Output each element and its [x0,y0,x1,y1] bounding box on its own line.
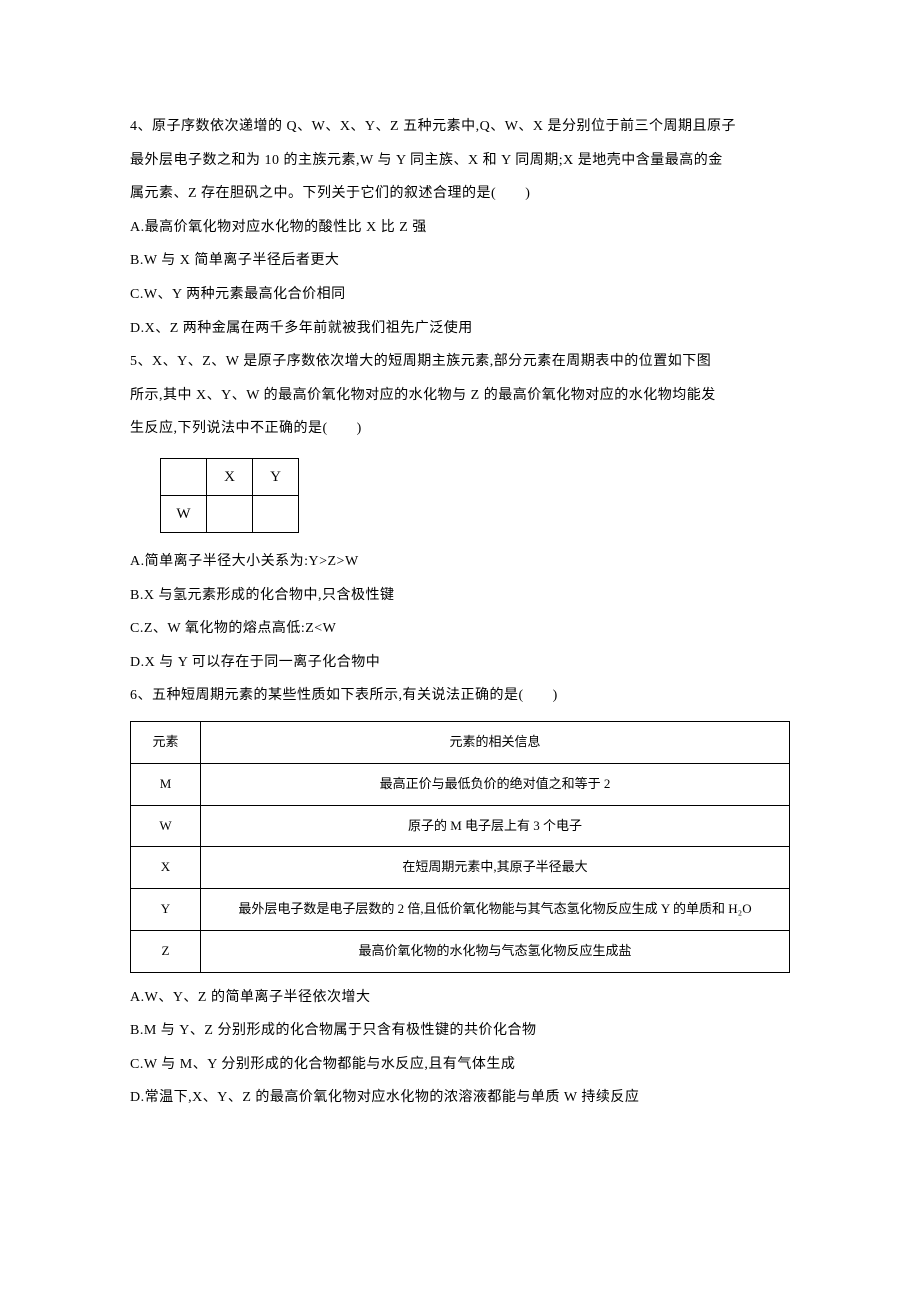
q6-option-a: A.W、Y、Z 的简单离子半径依次增大 [130,981,790,1015]
q5-option-d: D.X 与 Y 可以存在于同一离子化合物中 [130,646,790,680]
q6-header-c1: 元素 [131,721,201,763]
q4-line1: 4、原子序数依次递增的 Q、W、X、Y、Z 五种元素中,Q、W、X 是分别位于前… [130,110,790,144]
q5-option-a: A.简单离子半径大小关系为:Y>Z>W [130,545,790,579]
q5-cell-r2c1: W [161,495,207,532]
q6-properties-table: 元素 元素的相关信息 M 最高正价与最低负价的绝对值之和等于 2 W 原子的 M… [130,721,790,973]
q6-row3-c1: Y [131,889,201,931]
q4-option-c: C.W、Y 两种元素最高化合价相同 [130,278,790,312]
q4-option-d: D.X、Z 两种金属在两千多年前就被我们祖先广泛使用 [130,312,790,346]
q6-option-b: B.M 与 Y、Z 分别形成的化合物属于只含有极性键的共价化合物 [130,1014,790,1048]
q5-line1: 5、X、Y、Z、W 是原子序数依次增大的短周期主族元素,部分元素在周期表中的位置… [130,345,790,379]
q5-cell-r2c3 [253,495,299,532]
q5-cell-r2c2 [207,495,253,532]
q5-line2: 所示,其中 X、Y、W 的最高价氧化物对应的水化物与 Z 的最高价氧化物对应的水… [130,379,790,413]
q6-stem: 6、五种短周期元素的某些性质如下表所示,有关说法正确的是( ) [130,679,790,713]
q6-row1-c2: 原子的 M 电子层上有 3 个电子 [201,805,790,847]
q6-header-c2: 元素的相关信息 [201,721,790,763]
q5-option-c: C.Z、W 氧化物的熔点高低:Z<W [130,612,790,646]
q4-option-a: A.最高价氧化物对应水化物的酸性比 X 比 Z 强 [130,211,790,245]
q4-line2: 最外层电子数之和为 10 的主族元素,W 与 Y 同主族、X 和 Y 同周期;X… [130,144,790,178]
q4-option-b: B.W 与 X 简单离子半径后者更大 [130,244,790,278]
q4-line3: 属元素、Z 存在胆矾之中。下列关于它们的叙述合理的是( ) [130,177,790,211]
q5-cell-r1c2: X [207,458,253,495]
q6-row2-c2: 在短周期元素中,其原子半径最大 [201,847,790,889]
q6-row0-c1: M [131,763,201,805]
q6-row4-c2: 最高价氧化物的水化物与气态氢化物反应生成盐 [201,930,790,972]
q6-option-c: C.W 与 M、Y 分别形成的化合物都能与水反应,且有气体生成 [130,1048,790,1082]
q6-row3-c2: 最外层电子数是电子层数的 2 倍,且低价氧化物能与其气态氢化物反应生成 Y 的单… [201,889,790,931]
q5-option-b: B.X 与氢元素形成的化合物中,只含极性键 [130,579,790,613]
q6-row1-c1: W [131,805,201,847]
q6-option-d: D.常温下,X、Y、Z 的最高价氧化物对应水化物的浓溶液都能与单质 W 持续反应 [130,1081,790,1115]
q6-row0-c2: 最高正价与最低负价的绝对值之和等于 2 [201,763,790,805]
q5-cell-r1c3: Y [253,458,299,495]
q5-periodic-table: X Y W [160,458,299,533]
q6-row4-c1: Z [131,930,201,972]
q6-row2-c1: X [131,847,201,889]
q5-line3: 生反应,下列说法中不正确的是( ) [130,412,790,446]
q5-cell-r1c1 [161,458,207,495]
